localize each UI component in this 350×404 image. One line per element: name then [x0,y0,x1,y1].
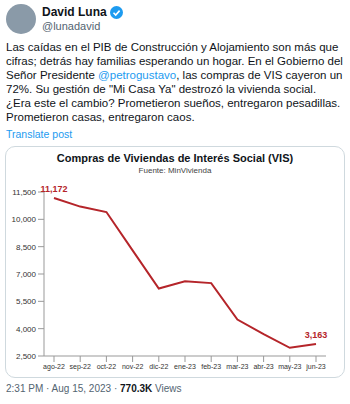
svg-text:10,000: 10,000 [12,215,37,224]
svg-text:4,000: 4,000 [16,325,37,334]
html-text:2:31 PM · Aug 15, 2023 · 770.3: 2:31 PM · Aug 15, 2023 · 770.3K Views [6,383,182,394]
html-text:Compras de Viviendas de Interé: Compras de Viviendas de Interés Social (… [56,152,294,164]
svg-text:mar-23: mar-23 [226,363,248,370]
svg-text:11,500: 11,500 [12,188,36,197]
svg-text:5,500: 5,500 [16,297,37,306]
svg-text:sep-22: sep-22 [69,363,91,371]
svg-text:8,500: 8,500 [16,243,37,252]
svg-text:may-23: may-23 [278,363,301,371]
html-text:@lunadavid: @lunadavid [42,20,101,32]
svg-text:11,172: 11,172 [40,184,67,194]
svg-text:7,000: 7,000 [16,270,37,279]
svg-text:feb-23: feb-23 [201,363,221,370]
html-text:David Luna: David Luna [42,5,107,19]
html-text:Translate post: Translate post [6,128,73,140]
html-text:Las caídas en el PIB de Constr: Las caídas en el PIB de Construcción y A… [6,41,343,123]
svg-text:jun-23: jun-23 [305,363,326,371]
svg-text:oct-22: oct-22 [97,363,117,370]
svg-text:2,500: 2,500 [16,352,37,361]
svg-text:abr-23: abr-23 [253,363,273,370]
svg-text:3,163: 3,163 [305,330,328,340]
svg-text:dic-22: dic-22 [149,363,168,370]
svg-text:nov-22: nov-22 [122,363,144,370]
html-text:Fuente: MinVivienda: Fuente: MinVivienda [138,166,212,175]
svg-text:ago-22: ago-22 [43,363,65,371]
svg-text:ene-23: ene-23 [174,363,196,370]
